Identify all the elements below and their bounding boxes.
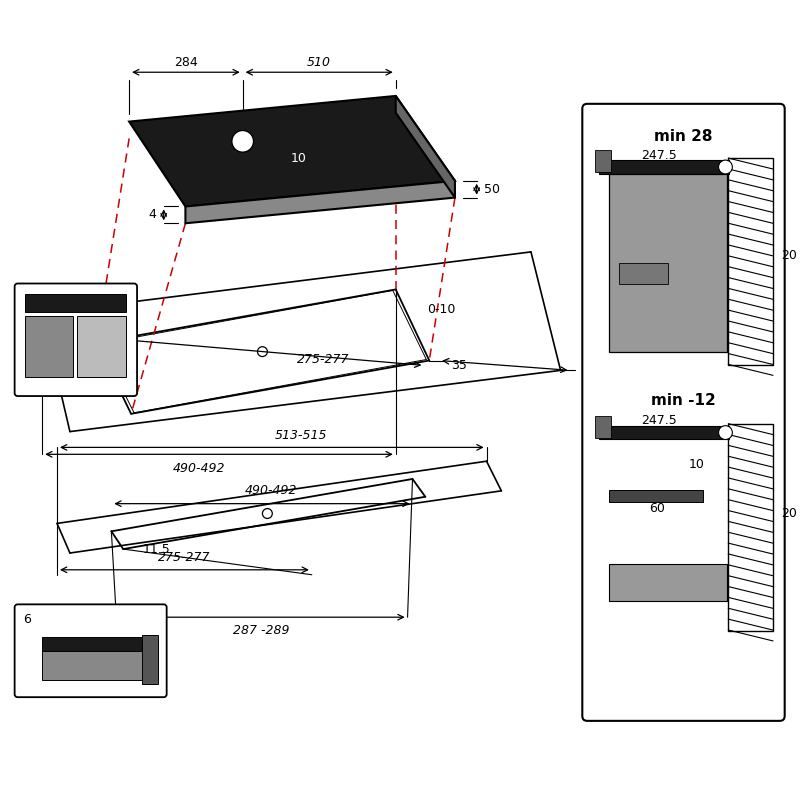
Circle shape [258, 346, 267, 357]
Text: 0-10: 0-10 [427, 302, 456, 316]
FancyBboxPatch shape [14, 283, 137, 396]
Bar [77, 316, 126, 378]
Bar [609, 564, 727, 602]
Polygon shape [186, 181, 455, 223]
Text: 6: 6 [23, 613, 31, 626]
Bar [609, 174, 727, 352]
FancyBboxPatch shape [582, 104, 785, 721]
Bar [26, 316, 73, 378]
Bar [609, 490, 702, 502]
Bar [42, 637, 144, 650]
Text: 275-277: 275-277 [158, 551, 210, 565]
Circle shape [262, 509, 272, 518]
Circle shape [718, 160, 732, 174]
Text: 11.5: 11.5 [143, 542, 170, 555]
Bar [595, 416, 611, 438]
Text: 10: 10 [71, 364, 86, 377]
Text: 20: 20 [781, 250, 797, 262]
Text: 5: 5 [101, 370, 109, 384]
Circle shape [718, 426, 732, 439]
FancyBboxPatch shape [14, 604, 166, 697]
Bar [599, 426, 730, 439]
Text: 247.5: 247.5 [642, 149, 677, 162]
Text: min 28: min 28 [654, 129, 712, 144]
Bar [599, 160, 730, 174]
Text: 100: 100 [582, 300, 606, 313]
Text: 287 -289: 287 -289 [233, 623, 290, 637]
Text: 60: 60 [650, 502, 666, 515]
Text: 490-492: 490-492 [173, 462, 226, 474]
Text: 10: 10 [689, 458, 705, 470]
Text: 10: 10 [291, 152, 307, 165]
Text: 510: 510 [307, 56, 331, 69]
Text: 275-277: 275-277 [297, 353, 350, 366]
Text: 50: 50 [485, 182, 501, 196]
Text: 490-492: 490-492 [245, 484, 298, 498]
Text: 513-515: 513-515 [274, 429, 327, 442]
Bar [595, 150, 611, 172]
Text: 284: 284 [174, 56, 198, 69]
Bar [729, 424, 773, 631]
Bar [26, 294, 126, 312]
Polygon shape [396, 96, 455, 198]
Text: min -12: min -12 [650, 394, 715, 409]
Text: 247.5: 247.5 [642, 414, 677, 427]
Polygon shape [129, 96, 455, 206]
Circle shape [232, 130, 254, 152]
Text: 20: 20 [781, 507, 797, 520]
Bar [729, 158, 773, 366]
Bar [42, 650, 144, 680]
Bar [142, 635, 158, 684]
Text: 35: 35 [451, 359, 467, 372]
Bar [619, 262, 668, 285]
Text: 4: 4 [148, 208, 156, 222]
